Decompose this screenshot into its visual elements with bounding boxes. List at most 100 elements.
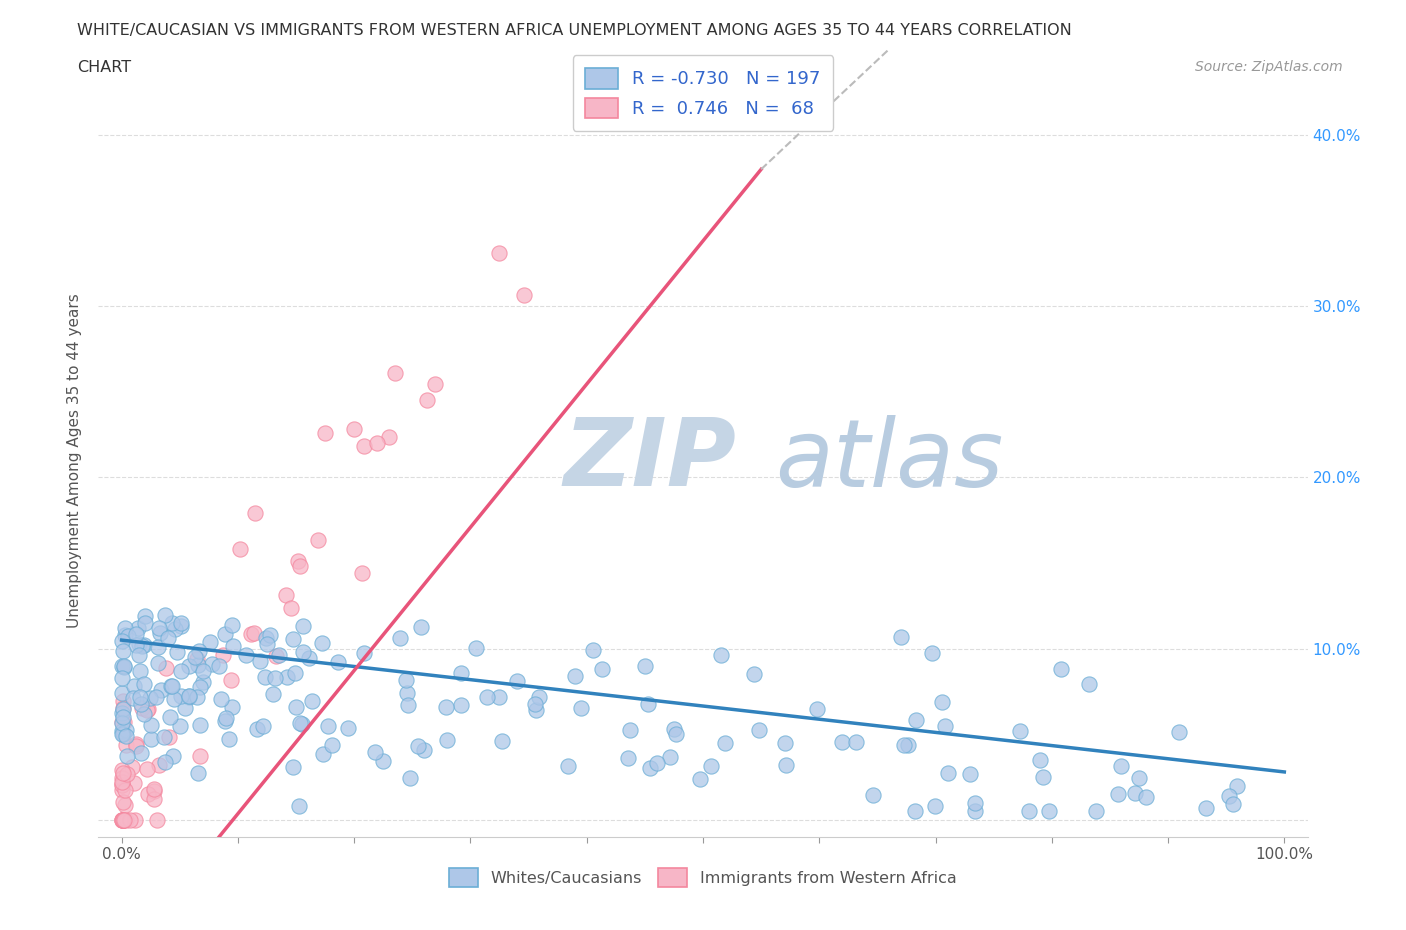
- Point: [188, 749, 211, 764]
- Point: [174, 700, 197, 715]
- Text: atlas: atlas: [776, 415, 1004, 506]
- Point: [166, 644, 188, 659]
- Text: WHITE/CAUCASIAN VS IMMIGRANTS FROM WESTERN AFRICA UNEMPLOYMENT AMONG AGES 35 TO : WHITE/CAUCASIAN VS IMMIGRANTS FROM WESTE…: [77, 23, 1073, 38]
- Point: [488, 246, 510, 260]
- Point: [159, 729, 181, 744]
- Point: [221, 618, 243, 632]
- Point: [353, 646, 375, 661]
- Point: [395, 673, 418, 688]
- Point: [124, 776, 146, 790]
- Point: [215, 711, 238, 725]
- Point: [243, 506, 266, 521]
- Point: [246, 722, 269, 737]
- Point: [343, 422, 366, 437]
- Point: [198, 635, 221, 650]
- Point: [700, 759, 723, 774]
- Point: [959, 766, 981, 781]
- Point: [742, 667, 765, 682]
- Point: [527, 689, 550, 704]
- Point: [139, 717, 162, 732]
- Point: [301, 694, 323, 709]
- Point: [274, 587, 297, 602]
- Point: [862, 788, 884, 803]
- Point: [291, 618, 314, 633]
- Point: [208, 659, 231, 674]
- Point: [145, 690, 167, 705]
- Point: [436, 733, 458, 748]
- Point: [264, 649, 287, 664]
- Point: [114, 798, 136, 813]
- Point: [564, 669, 586, 684]
- Point: [963, 804, 986, 818]
- Point: [298, 651, 321, 666]
- Point: [115, 728, 138, 743]
- Point: [221, 699, 243, 714]
- Point: [162, 749, 184, 764]
- Point: [139, 690, 162, 705]
- Point: [353, 438, 375, 453]
- Point: [513, 288, 536, 303]
- Point: [111, 706, 134, 721]
- Point: [111, 686, 134, 701]
- Point: [1222, 797, 1244, 812]
- Point: [897, 737, 920, 752]
- Point: [124, 813, 146, 828]
- Point: [112, 813, 135, 828]
- Point: [160, 679, 183, 694]
- Point: [396, 698, 419, 713]
- Point: [114, 723, 136, 737]
- Point: [155, 607, 177, 622]
- Point: [163, 621, 186, 636]
- Point: [187, 658, 209, 672]
- Point: [506, 674, 529, 689]
- Point: [134, 707, 156, 722]
- Point: [893, 737, 915, 752]
- Point: [280, 601, 302, 616]
- Point: [121, 760, 143, 775]
- Point: [177, 689, 200, 704]
- Point: [936, 765, 959, 780]
- Point: [243, 626, 266, 641]
- Point: [134, 616, 156, 631]
- Point: [112, 813, 135, 828]
- Point: [1123, 786, 1146, 801]
- Point: [212, 647, 235, 662]
- Point: [125, 638, 148, 653]
- Point: [111, 763, 134, 777]
- Point: [311, 636, 333, 651]
- Point: [423, 377, 446, 392]
- Point: [557, 758, 579, 773]
- Point: [399, 771, 422, 786]
- Point: [582, 643, 605, 658]
- Point: [131, 700, 153, 715]
- Point: [134, 608, 156, 623]
- Point: [450, 665, 472, 680]
- Point: [262, 687, 284, 702]
- Point: [371, 754, 394, 769]
- Point: [409, 620, 432, 635]
- Point: [187, 766, 209, 781]
- Point: [921, 645, 943, 660]
- Point: [775, 757, 797, 772]
- Point: [186, 689, 208, 704]
- Point: [464, 641, 486, 656]
- Point: [1018, 804, 1040, 818]
- Point: [163, 691, 186, 706]
- Point: [924, 799, 946, 814]
- Point: [219, 672, 242, 687]
- Point: [619, 723, 641, 737]
- Point: [111, 782, 134, 797]
- Point: [125, 627, 148, 642]
- Point: [406, 738, 429, 753]
- Point: [281, 759, 304, 774]
- Point: [169, 688, 191, 703]
- Point: [188, 644, 211, 658]
- Point: [149, 683, 172, 698]
- Point: [148, 621, 170, 636]
- Text: CHART: CHART: [77, 60, 131, 75]
- Point: [186, 652, 208, 667]
- Point: [218, 732, 240, 747]
- Point: [112, 714, 135, 729]
- Point: [523, 697, 546, 711]
- Point: [287, 799, 309, 814]
